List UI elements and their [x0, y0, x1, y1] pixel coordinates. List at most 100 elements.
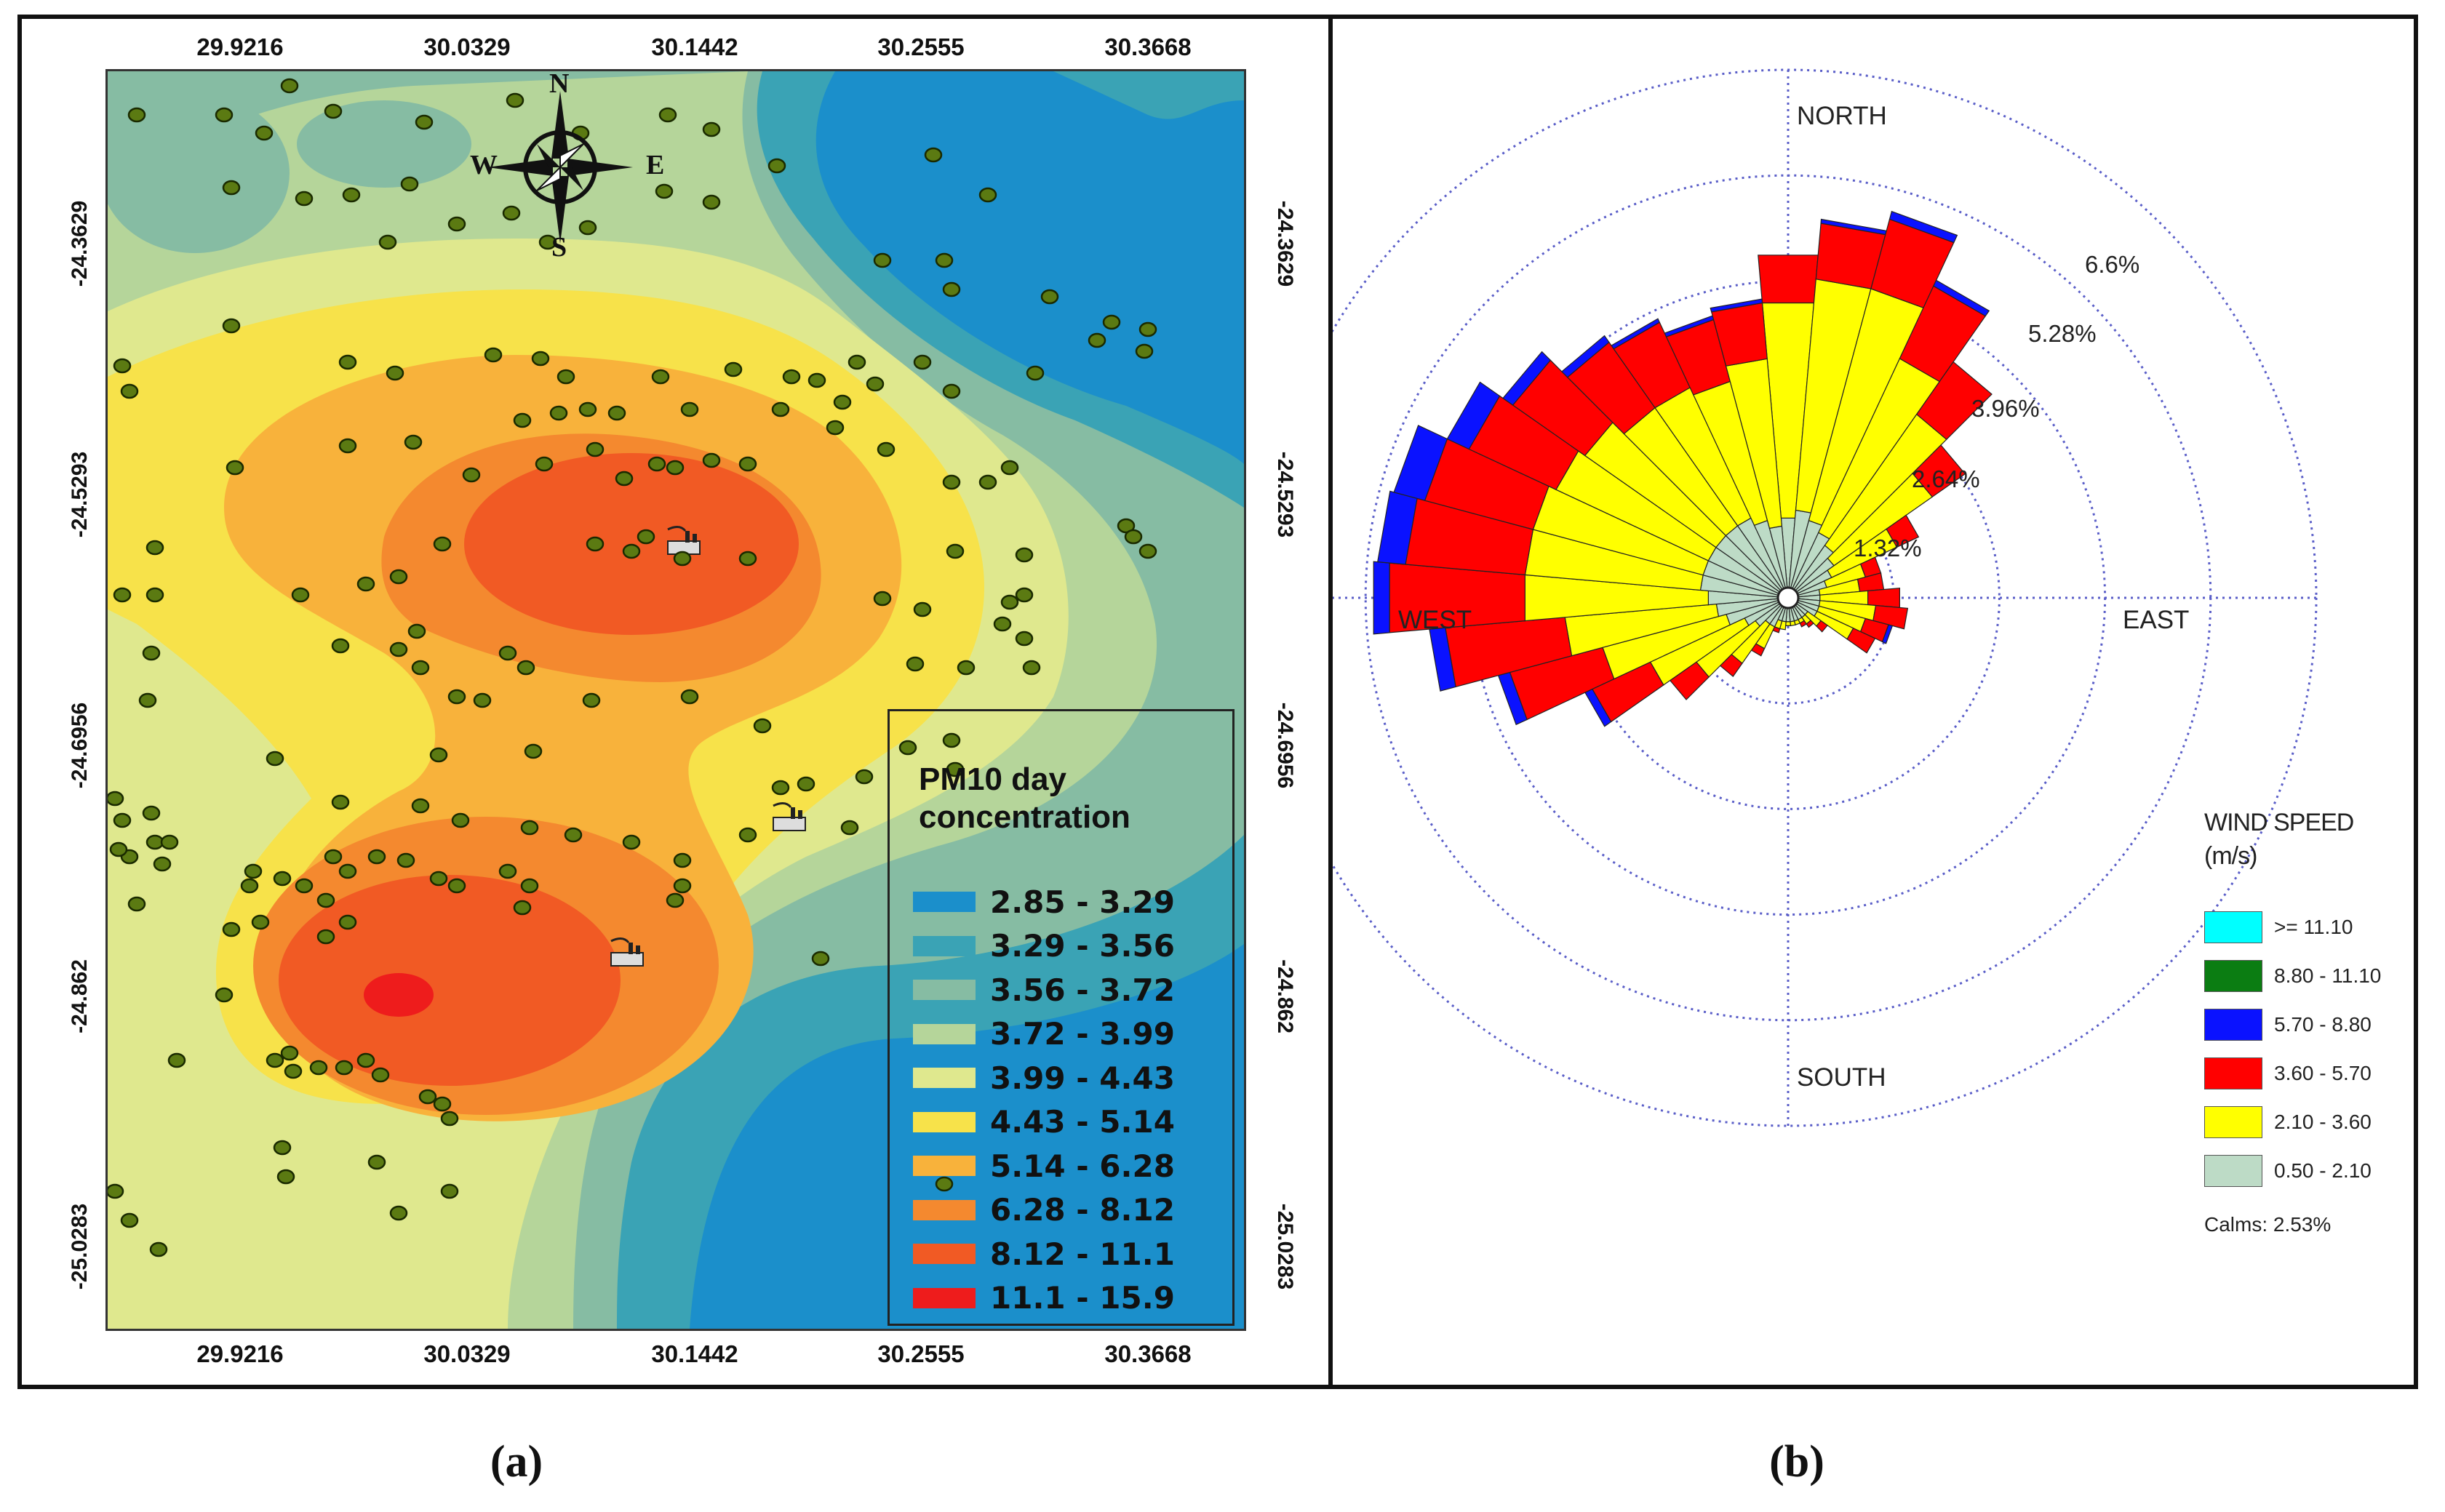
compass-east: E: [646, 150, 665, 180]
station-marker: [142, 805, 161, 821]
station-marker: [273, 1140, 292, 1156]
contour-patch: [108, 93, 290, 253]
legend-entry: 11.1 - 15.9: [913, 1280, 1175, 1316]
station-marker: [309, 1060, 328, 1076]
station-marker: [506, 92, 525, 108]
rose-petal-segment: [1710, 298, 1763, 313]
panel-b-caption: (b): [1769, 1437, 1824, 1487]
legend-entry: 8.12 - 11.1: [913, 1236, 1175, 1272]
station-marker: [120, 1212, 139, 1228]
legend-title-line1: PM10 day: [919, 761, 1066, 797]
station-marker: [1135, 343, 1154, 359]
station-marker: [578, 220, 597, 236]
station-marker: [1040, 289, 1059, 305]
station-marker: [738, 551, 757, 567]
station-marker: [520, 878, 539, 894]
longitude-tick-top: 30.2555: [877, 33, 965, 60]
station-marker: [935, 252, 954, 268]
station-marker: [680, 689, 699, 705]
station-marker: [226, 460, 244, 476]
station-marker: [400, 176, 419, 192]
station-marker: [622, 834, 641, 850]
station-marker: [811, 951, 830, 967]
station-marker: [389, 641, 408, 657]
station-marker: [978, 474, 997, 490]
station-marker: [316, 929, 335, 945]
station-marker: [1138, 321, 1157, 337]
station-marker: [702, 121, 721, 137]
latitude-tick-right: -24.6956: [1273, 702, 1297, 789]
latitude-tick-left: -25.0283: [68, 1203, 92, 1290]
legend-swatch: [913, 1199, 976, 1220]
ring-label: 5.28%: [2028, 320, 2097, 347]
station-marker: [582, 692, 601, 708]
factory-icon: [610, 937, 644, 967]
legend-swatch: [913, 892, 976, 912]
legend-label: 3.60 - 5.70: [2274, 1062, 2372, 1084]
legend-swatch: [913, 1244, 976, 1264]
legend-title: PM10 day concentration: [919, 761, 1232, 836]
legend-label: 8.80 - 11.10: [2274, 964, 2382, 987]
legend-entry: 2.10 - 3.60: [2204, 1106, 2372, 1138]
legend-entry: 5.14 - 6.28: [913, 1148, 1175, 1184]
longitude-tick-top: 30.0329: [423, 33, 511, 60]
station-marker: [462, 467, 481, 483]
station-marker: [942, 281, 961, 297]
station-marker: [433, 536, 452, 552]
rose-petal-segment: [1915, 361, 1993, 441]
longitude-tick-top: 29.9216: [196, 33, 284, 60]
station-marker: [342, 187, 361, 203]
station-marker: [578, 401, 597, 417]
rose-petal-segment: [1790, 620, 1796, 627]
station-marker: [666, 460, 685, 476]
station-marker: [276, 1169, 295, 1185]
rose-petal-segment: [1872, 604, 1909, 630]
legend-swatch: [2204, 911, 2262, 943]
station-marker: [753, 718, 772, 734]
legend-label: 2.10 - 3.60: [2274, 1111, 2372, 1133]
station-marker: [404, 434, 423, 450]
legend-title-line2: (m/s): [2204, 842, 2257, 870]
station-marker: [415, 114, 434, 130]
station-marker: [378, 234, 397, 250]
longitude-tick-bottom: 29.9216: [196, 1340, 284, 1367]
station-marker: [145, 834, 164, 850]
station-marker: [407, 623, 426, 639]
legend-entry: 0.50 - 2.10: [2204, 1155, 2372, 1187]
legend-swatch: [913, 980, 976, 1000]
station-marker: [502, 205, 521, 221]
latitude-tick-right: -24.862: [1273, 959, 1297, 1033]
legend-swatch: [913, 1156, 976, 1176]
pm10-map: [105, 69, 1246, 1331]
station-marker: [440, 1183, 459, 1199]
rose-petal-segment: [1799, 620, 1808, 628]
legend-swatch: [913, 1023, 976, 1044]
station-marker: [513, 412, 532, 428]
calms-value: Calms: 2.53%: [2204, 1213, 2332, 1236]
station-marker: [429, 747, 448, 763]
station-marker: [1102, 314, 1121, 330]
station-marker: [549, 405, 568, 421]
station-marker: [255, 125, 274, 141]
station-marker: [935, 1176, 954, 1192]
station-marker: [855, 769, 874, 785]
latitude-tick-left: -24.3629: [68, 200, 92, 287]
rose-petal-segment: [1888, 210, 1958, 244]
legend-entry: 3.56 - 3.72: [913, 972, 1175, 1008]
station-marker: [826, 420, 845, 436]
station-marker: [240, 878, 259, 894]
station-marker: [316, 892, 335, 908]
station-marker: [149, 1241, 168, 1257]
compass-south: S: [551, 232, 567, 263]
station-marker: [215, 107, 234, 123]
station-marker: [280, 78, 299, 94]
station-marker: [335, 1060, 354, 1076]
station-marker: [324, 849, 343, 865]
legend-label: 3.29 - 3.56: [990, 928, 1175, 964]
station-marker: [142, 645, 161, 661]
station-marker: [113, 812, 132, 828]
station-marker: [847, 354, 866, 370]
legend-label: >= 11.10: [2274, 916, 2353, 938]
station-marker: [331, 794, 350, 810]
longitude-tick-bottom: 30.2555: [877, 1340, 965, 1367]
